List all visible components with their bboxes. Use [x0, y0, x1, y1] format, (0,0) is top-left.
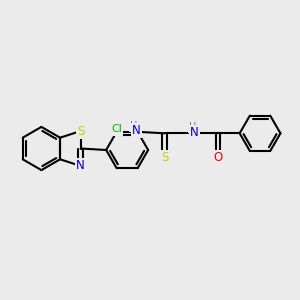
- Text: S: S: [161, 151, 168, 164]
- Text: N: N: [190, 126, 199, 139]
- Text: O: O: [213, 151, 223, 164]
- Text: N: N: [132, 124, 140, 137]
- Text: H: H: [130, 121, 138, 131]
- Text: Cl: Cl: [111, 124, 122, 134]
- Text: N: N: [76, 160, 85, 172]
- Text: H: H: [190, 122, 197, 132]
- Text: S: S: [77, 124, 84, 137]
